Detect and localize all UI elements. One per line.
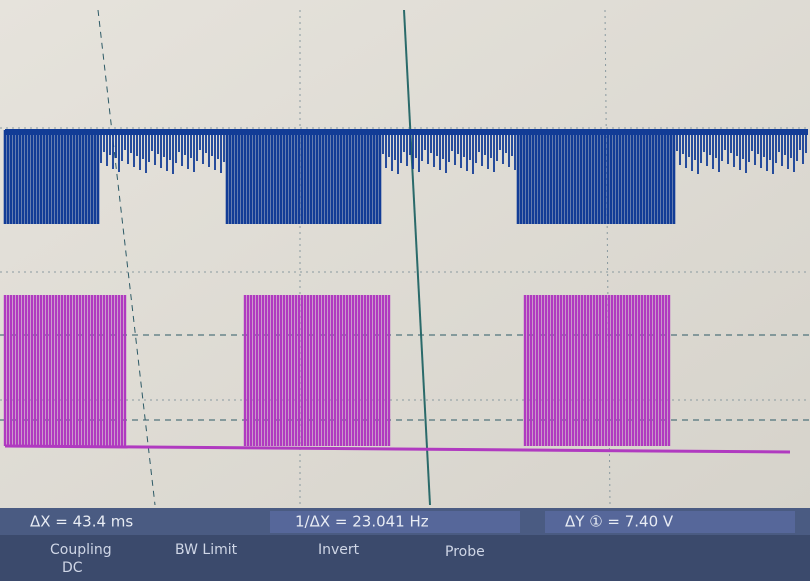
oscilloscope-photo: ΔX = 43.4 ms 1/ΔX = 23.041 Hz ΔY ① = 7.4…: [0, 0, 810, 581]
menu-value[interactable]: DC: [62, 560, 83, 576]
menu-label[interactable]: Coupling: [50, 542, 112, 558]
menu-label[interactable]: Probe: [445, 544, 485, 560]
inverse-delta-x: 1/ΔX = 23.041 Hz: [295, 513, 429, 531]
delta-y: ΔY ① = 7.40 V: [565, 513, 674, 531]
delta-x: ΔX = 43.4 ms: [30, 513, 133, 531]
scope-screen: ΔX = 43.4 ms 1/ΔX = 23.041 Hz ΔY ① = 7.4…: [0, 0, 810, 581]
menu-label[interactable]: BW Limit: [175, 542, 238, 558]
menu-label[interactable]: Invert: [318, 542, 360, 558]
